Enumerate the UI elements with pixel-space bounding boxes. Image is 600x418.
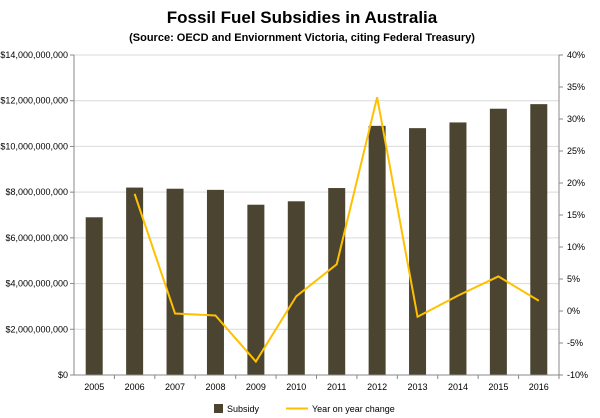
- bar-subsidy: [166, 188, 184, 375]
- bar-subsidy: [287, 201, 305, 375]
- chart-title: Fossil Fuel Subsidies in Australia: [167, 8, 438, 27]
- bar-subsidy: [368, 125, 386, 375]
- legend: Subsidy Year on year change: [214, 404, 395, 414]
- axis-layer: $0 $2,000,000,000 $4,000,000,000 $6,000,000…: [0, 50, 588, 392]
- bar-subsidy: [489, 108, 507, 375]
- bar-subsidy: [449, 122, 467, 375]
- y-right-tick-label: -5%: [567, 338, 583, 348]
- x-tick-label: 2013: [408, 382, 428, 392]
- line-year-on-year-change: [133, 97, 540, 364]
- x-tick-label: 2011: [327, 382, 346, 392]
- y-left-tick-label: $6,000,000,000: [5, 233, 68, 243]
- line-layer: [133, 97, 540, 364]
- bar-subsidy: [85, 217, 103, 375]
- bar-layer: [85, 104, 548, 376]
- x-tick-label: 2007: [165, 382, 185, 392]
- y-right-tick-label: 40%: [567, 50, 585, 60]
- bar-subsidy: [206, 189, 224, 375]
- legend-label-subsidy: Subsidy: [227, 404, 260, 414]
- x-tick-label: 2012: [367, 382, 387, 392]
- bar-subsidy: [126, 187, 144, 375]
- y-right-tick-label: 25%: [567, 146, 585, 156]
- y-right-tick-label: 35%: [567, 82, 585, 92]
- y-left-tick-label: $10,000,000,000: [0, 141, 68, 151]
- y-right-tick-label: 5%: [567, 274, 580, 284]
- x-tick-label: 2014: [448, 382, 468, 392]
- bar-subsidy: [530, 104, 548, 376]
- y-right-tick-label: -10%: [567, 370, 588, 380]
- legend-label-yoy: Year on year change: [312, 404, 395, 414]
- x-tick-label: 2015: [488, 382, 508, 392]
- y-right-tick-label: 20%: [567, 178, 585, 188]
- y-left-tick-label: $4,000,000,000: [5, 279, 68, 289]
- grid-layer: [74, 54, 559, 330]
- legend-swatch-subsidy: [214, 404, 223, 413]
- bar-subsidy: [328, 188, 346, 375]
- y-left-tick-label: $12,000,000,000: [0, 96, 68, 106]
- y-left-tick-label: $2,000,000,000: [5, 324, 68, 334]
- chart-subtitle: (Source: OECD and Enviornment Victoria, …: [129, 32, 475, 44]
- x-tick-label: 2010: [286, 382, 306, 392]
- x-tick-label: 2016: [529, 382, 549, 392]
- x-tick-label: 2008: [205, 382, 225, 392]
- bar-subsidy: [247, 204, 265, 375]
- x-tick-label: 2006: [125, 382, 145, 392]
- x-tick-label: 2009: [246, 382, 266, 392]
- y-left-tick-label: $8,000,000,000: [5, 187, 68, 197]
- y-right-tick-label: 30%: [567, 114, 585, 124]
- x-tick-label: 2005: [84, 382, 104, 392]
- y-left-tick-label: $0: [58, 370, 68, 380]
- y-right-tick-label: 15%: [567, 210, 585, 220]
- y-right-tick-label: 0%: [567, 306, 580, 316]
- bar-subsidy: [409, 128, 427, 375]
- y-right-tick-label: 10%: [567, 242, 585, 252]
- y-left-tick-label: $14,000,000,000: [0, 50, 68, 60]
